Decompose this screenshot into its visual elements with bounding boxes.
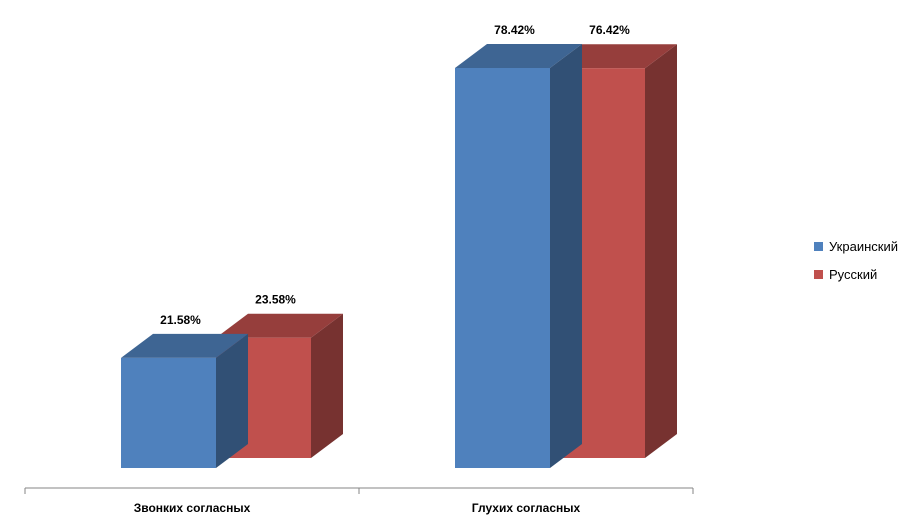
legend-label: Русский — [829, 267, 877, 282]
bar-side-face — [311, 313, 343, 458]
legend-swatch — [814, 242, 823, 251]
bar — [121, 333, 248, 468]
legend-item: Русский — [814, 267, 877, 282]
bar-side-face — [645, 44, 677, 459]
category-axis — [24, 487, 694, 494]
value-labels-layer: 23.58% 21.58% 76.42% 78.42% — [160, 23, 630, 327]
bars-layer — [121, 44, 677, 468]
category-label: Звонких согласных — [134, 501, 251, 515]
bar-top-face — [455, 44, 582, 68]
bar-top-face — [216, 313, 343, 338]
legend-item: Украинский — [814, 239, 898, 254]
data-label: 21.58% — [160, 313, 201, 327]
legend: Украинский Русский — [814, 239, 898, 282]
data-label: 78.42% — [494, 23, 535, 37]
legend-swatch — [814, 270, 823, 279]
bar-side-face — [550, 44, 582, 468]
bar-front-face — [455, 68, 550, 468]
data-label: 76.42% — [589, 23, 630, 37]
legend-label: Украинский — [829, 239, 898, 254]
data-label: 23.58% — [255, 293, 296, 307]
category-labels-layer: Звонких согласных Глухих согласных — [134, 501, 581, 515]
bar — [455, 44, 582, 468]
bar-side-face — [216, 333, 248, 468]
bar-front-face — [121, 357, 216, 468]
bar-top-face — [121, 333, 248, 358]
category-label: Глухих согласных — [472, 501, 581, 515]
